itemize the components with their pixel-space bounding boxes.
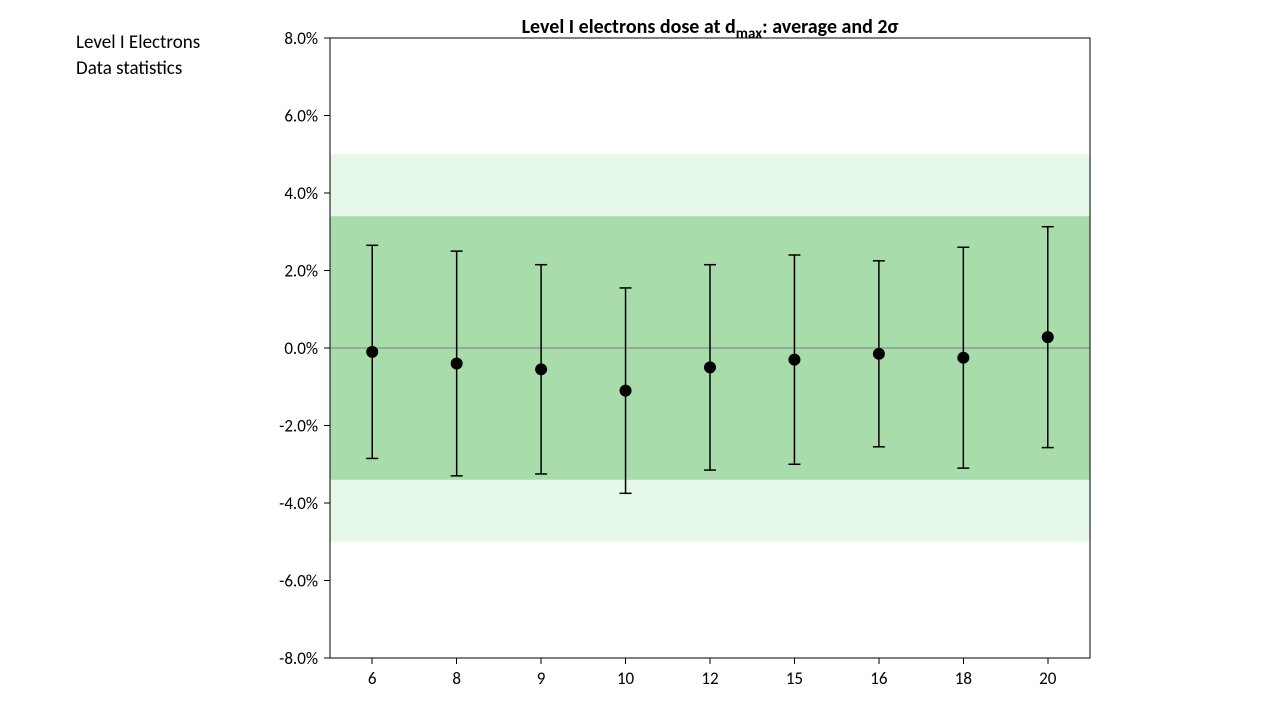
y-tick-label: 4.0% — [284, 183, 318, 204]
x-tick-label: 6 — [368, 668, 377, 689]
data-point — [1042, 331, 1054, 343]
x-tick-label: 8 — [452, 668, 461, 689]
data-point — [451, 358, 463, 370]
data-point — [620, 385, 632, 397]
y-tick-label: 2.0% — [284, 261, 318, 282]
y-tick-label: -6.0% — [279, 571, 318, 592]
data-point — [873, 348, 885, 360]
data-point — [535, 363, 547, 375]
data-point — [957, 352, 969, 364]
y-tick-label: 6.0% — [284, 106, 318, 127]
chart-svg: -8.0% -6.0% -4.0% -2.0% 0.0% 2.0% 4.0% 6.0% 8.0%… — [0, 0, 1280, 720]
x-tick-label: 15 — [786, 668, 803, 689]
y-tick-label: 8.0% — [284, 28, 318, 49]
x-tick-label: 12 — [701, 668, 718, 689]
x-tick-label: 9 — [537, 668, 546, 689]
y-tick-label: -8.0% — [279, 648, 318, 669]
x-tick-label: 18 — [955, 668, 972, 689]
data-point — [788, 354, 800, 366]
y-tick-label: 0.0% — [284, 338, 318, 359]
y-tick-label: -2.0% — [279, 416, 318, 437]
x-tick-label: 20 — [1039, 668, 1057, 689]
page-root: Level I Electrons Data statistics Level … — [0, 0, 1280, 720]
y-tick-label: -4.0% — [279, 493, 318, 514]
data-point — [704, 361, 716, 373]
x-tick-label: 16 — [870, 668, 888, 689]
x-tick-label: 10 — [617, 668, 635, 689]
data-point — [366, 346, 378, 358]
